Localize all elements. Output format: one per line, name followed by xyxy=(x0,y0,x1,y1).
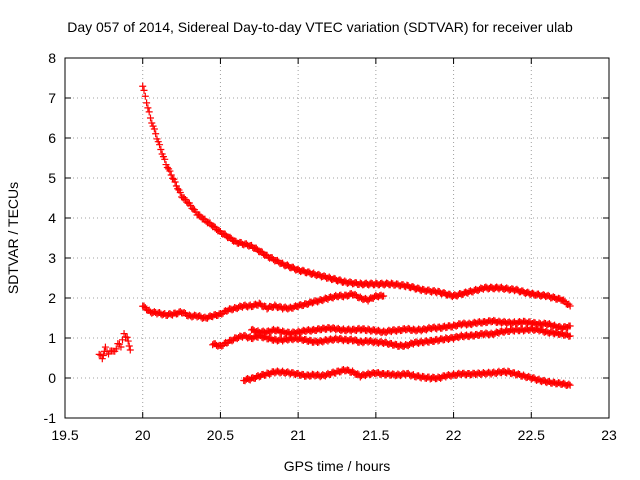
chart-title: Day 057 of 2014, Sidereal Day-to-day VTE… xyxy=(67,19,573,35)
y-tick-label: 8 xyxy=(48,50,56,66)
data-point xyxy=(124,337,132,345)
data-point xyxy=(162,161,170,169)
data-point xyxy=(140,86,148,94)
data-point xyxy=(139,82,147,90)
data-point xyxy=(171,178,179,186)
data-series-arc-2 xyxy=(139,82,574,310)
plot-frame xyxy=(64,57,610,419)
data-point xyxy=(163,164,171,172)
data-point xyxy=(566,302,574,310)
y-tick-label: 5 xyxy=(48,170,56,186)
data-point xyxy=(566,381,574,389)
data-point xyxy=(146,114,154,122)
data-point xyxy=(101,343,109,351)
data-point xyxy=(174,185,182,193)
data-point xyxy=(161,155,169,163)
data-point xyxy=(566,322,574,330)
data-point xyxy=(566,332,574,340)
data-point xyxy=(144,104,152,112)
y-tick-label: 4 xyxy=(48,210,56,226)
x-tick-label: 21.5 xyxy=(362,427,389,443)
data-point xyxy=(166,167,174,175)
y-tick-label: 2 xyxy=(48,290,56,306)
x-tick-label: 20 xyxy=(135,427,151,443)
data-point xyxy=(105,350,113,358)
data-point xyxy=(120,330,128,338)
data-point xyxy=(99,352,107,360)
y-tick-label: 7 xyxy=(48,90,56,106)
y-tick-label: 0 xyxy=(48,370,56,386)
y-tick-label: -1 xyxy=(44,410,57,426)
data-series-arc-1 xyxy=(95,330,134,363)
y-tick-label: 3 xyxy=(48,250,56,266)
x-tick-label: 23 xyxy=(601,427,617,443)
data-point xyxy=(157,146,165,154)
data-point xyxy=(180,194,188,202)
data-point xyxy=(169,174,177,182)
data-point xyxy=(148,119,156,127)
data-point xyxy=(125,342,133,350)
data-series-arc-3 xyxy=(139,290,388,322)
y-tick-label: 1 xyxy=(48,330,56,346)
data-point xyxy=(140,302,148,310)
x-tick-label: 22.5 xyxy=(518,427,545,443)
y-tick-label: 6 xyxy=(48,130,56,146)
data-point xyxy=(156,141,164,149)
series-layer xyxy=(95,82,574,390)
data-point xyxy=(117,343,125,351)
y-axis-label: SDTVAR / TECUs xyxy=(5,182,21,294)
data-point xyxy=(112,345,120,353)
data-point xyxy=(167,171,175,179)
data-series-arc-6 xyxy=(240,365,574,390)
x-tick-label: 19.5 xyxy=(51,427,78,443)
data-point xyxy=(176,188,184,196)
data-point xyxy=(145,108,153,116)
data-point xyxy=(154,138,162,146)
data-series-arc-5 xyxy=(248,316,574,338)
data-series-arc-4 xyxy=(209,324,574,351)
data-point xyxy=(565,380,573,388)
data-point xyxy=(560,296,568,304)
data-point xyxy=(380,292,388,300)
data-point xyxy=(141,92,149,100)
data-point xyxy=(126,346,134,354)
x-tick-label: 20.5 xyxy=(207,427,234,443)
x-tick-label: 22 xyxy=(446,427,462,443)
data-point xyxy=(143,99,151,107)
data-point xyxy=(98,355,106,363)
data-point xyxy=(123,333,131,341)
x-tick-label: 21 xyxy=(290,427,306,443)
data-point xyxy=(150,125,158,133)
data-point xyxy=(95,350,103,358)
x-axis-label: GPS time / hours xyxy=(284,458,391,474)
data-point xyxy=(152,130,160,138)
